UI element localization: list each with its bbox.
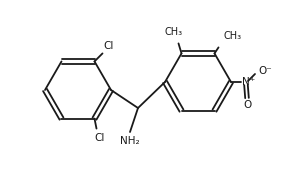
Text: O: O	[243, 100, 251, 110]
Text: CH₃: CH₃	[164, 27, 182, 37]
Text: N⁺: N⁺	[242, 77, 255, 87]
Text: NH₂: NH₂	[120, 136, 140, 146]
Text: O⁻: O⁻	[258, 66, 272, 76]
Text: Cl: Cl	[95, 133, 105, 143]
Text: Cl: Cl	[103, 41, 114, 52]
Text: CH₃: CH₃	[223, 31, 241, 41]
